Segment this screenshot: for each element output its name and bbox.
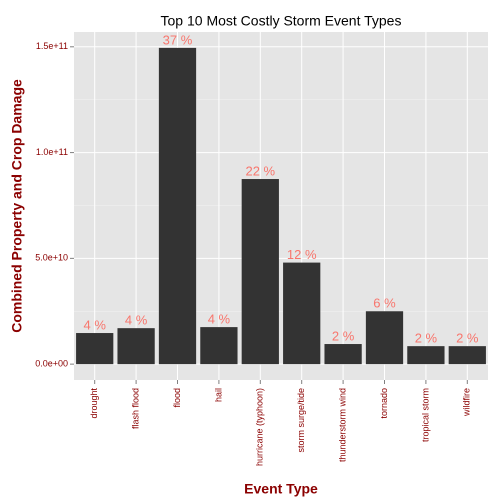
x-tick-label: flash flood xyxy=(130,388,140,429)
chart-title: Top 10 Most Costly Storm Event Types xyxy=(161,13,402,29)
bar xyxy=(407,346,445,365)
y-tick-label: 0.0e+00 xyxy=(35,359,68,369)
bar xyxy=(241,179,279,365)
bar xyxy=(365,311,404,365)
data-label: 4 % xyxy=(83,317,106,332)
bar xyxy=(283,262,321,365)
x-tick-label: thunderstorm wind xyxy=(337,388,347,462)
x-axis-title: Event Type xyxy=(244,481,318,497)
data-label: 4 % xyxy=(208,312,231,327)
x-tick-label: storm surge/tide xyxy=(296,388,306,453)
x-tick-label: flood xyxy=(172,388,182,408)
data-label: 6 % xyxy=(373,296,396,311)
bar xyxy=(117,328,155,365)
y-tick-label: 1.5e+11 xyxy=(36,41,68,51)
x-tick-label: hail xyxy=(213,388,223,402)
x-tick-label: tornado xyxy=(379,388,389,419)
y-axis-title: Combined Property and Crop Damage xyxy=(9,79,25,333)
data-label: 12 % xyxy=(287,247,317,262)
bar xyxy=(448,346,486,365)
y-tick-label: 5.0e+10 xyxy=(35,253,68,263)
data-label: 2 % xyxy=(415,331,438,346)
panel xyxy=(74,32,488,380)
data-label: 2 % xyxy=(456,331,479,346)
data-label: 22 % xyxy=(245,163,275,178)
x-tick-label: wildfire xyxy=(462,388,472,417)
data-label: 2 % xyxy=(332,328,355,343)
bar xyxy=(76,333,114,365)
x-tick-label: drought xyxy=(89,388,99,419)
bar xyxy=(158,47,197,365)
bar xyxy=(200,327,238,365)
data-label: 4 % xyxy=(125,313,148,328)
x-tick-label: hurricane (typhoon) xyxy=(255,388,265,466)
data-label: 37 % xyxy=(163,32,193,47)
x-tick-label: tropical storm xyxy=(420,388,430,442)
y-tick-label: 1.0e+11 xyxy=(36,147,68,157)
bar xyxy=(324,344,362,365)
